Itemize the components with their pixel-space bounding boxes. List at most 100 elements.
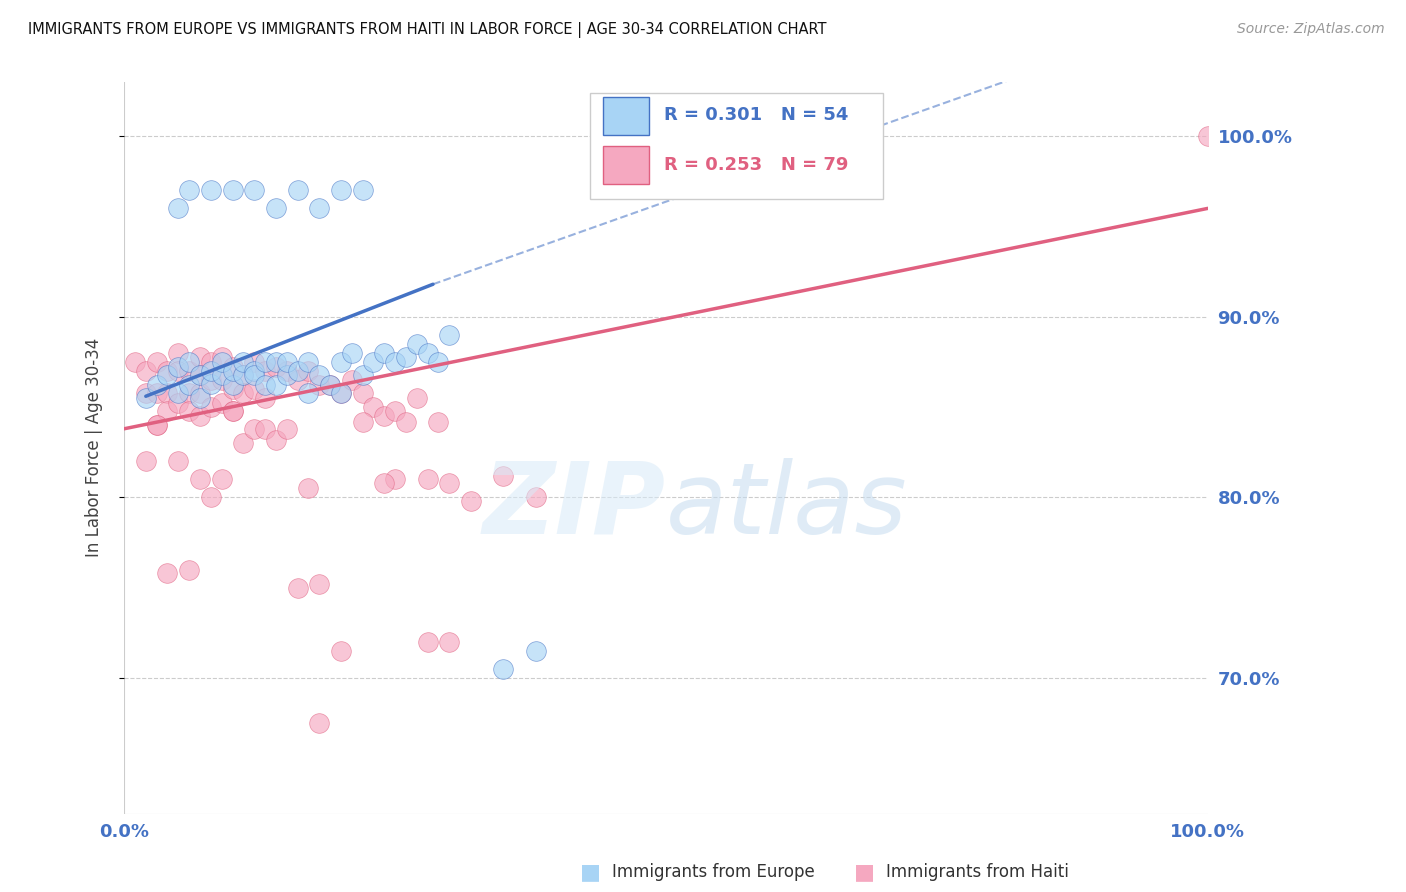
Point — [384, 403, 406, 417]
Point — [264, 355, 287, 369]
Point — [329, 355, 352, 369]
Point — [329, 385, 352, 400]
Point — [211, 355, 233, 369]
Point — [352, 183, 374, 197]
Point — [460, 494, 482, 508]
Point — [188, 391, 211, 405]
Point — [167, 364, 190, 378]
Point — [200, 400, 222, 414]
Point — [287, 183, 309, 197]
Point — [373, 346, 395, 360]
Point — [211, 396, 233, 410]
Point — [145, 355, 167, 369]
Point — [188, 368, 211, 382]
FancyBboxPatch shape — [603, 97, 648, 136]
Point — [329, 385, 352, 400]
Point — [340, 346, 363, 360]
Point — [297, 385, 319, 400]
Point — [253, 422, 276, 436]
Point — [243, 422, 266, 436]
FancyBboxPatch shape — [591, 93, 883, 199]
Point — [156, 364, 179, 378]
Point — [232, 368, 254, 382]
Point — [319, 378, 342, 392]
Point — [167, 346, 190, 360]
Point — [243, 382, 266, 396]
Point — [319, 378, 342, 392]
Point — [135, 391, 157, 405]
Point — [179, 563, 201, 577]
Point — [427, 355, 450, 369]
Point — [179, 403, 201, 417]
Point — [329, 644, 352, 658]
Point — [253, 391, 276, 405]
Point — [439, 635, 461, 649]
Point — [373, 409, 395, 424]
Text: ■: ■ — [855, 863, 875, 882]
Text: Source: ZipAtlas.com: Source: ZipAtlas.com — [1237, 22, 1385, 37]
Point — [492, 662, 515, 676]
Point — [264, 378, 287, 392]
Point — [524, 491, 547, 505]
Point — [405, 336, 427, 351]
Point — [221, 360, 243, 375]
Point — [405, 391, 427, 405]
Point — [188, 385, 211, 400]
Point — [135, 385, 157, 400]
Point — [439, 475, 461, 490]
Point — [156, 385, 179, 400]
Point — [179, 355, 201, 369]
Point — [373, 475, 395, 490]
Point — [308, 202, 330, 216]
Point — [276, 422, 298, 436]
Point — [211, 472, 233, 486]
Point — [145, 418, 167, 433]
Point — [179, 385, 201, 400]
Point — [221, 378, 243, 392]
Point — [264, 202, 287, 216]
Point — [287, 581, 309, 595]
Point — [416, 472, 439, 486]
Point — [384, 472, 406, 486]
Point — [200, 355, 222, 369]
Point — [232, 355, 254, 369]
FancyBboxPatch shape — [603, 146, 648, 185]
Point — [156, 566, 179, 581]
Point — [179, 183, 201, 197]
Text: atlas: atlas — [666, 458, 908, 555]
Point — [308, 577, 330, 591]
Point — [200, 183, 222, 197]
Point — [232, 436, 254, 450]
Point — [145, 385, 167, 400]
Point — [211, 373, 233, 387]
Point — [221, 183, 243, 197]
Y-axis label: In Labor Force | Age 30-34: In Labor Force | Age 30-34 — [86, 338, 103, 558]
Point — [297, 482, 319, 496]
Point — [308, 378, 330, 392]
Point — [243, 368, 266, 382]
Point — [188, 350, 211, 364]
Text: R = 0.301   N = 54: R = 0.301 N = 54 — [664, 106, 848, 124]
Point — [363, 400, 385, 414]
Point — [145, 418, 167, 433]
Point — [243, 364, 266, 378]
Point — [179, 364, 201, 378]
Text: ZIP: ZIP — [484, 458, 666, 555]
Point — [264, 433, 287, 447]
Point — [352, 385, 374, 400]
Point — [253, 355, 276, 369]
Point — [179, 378, 201, 392]
Point — [167, 385, 190, 400]
Point — [135, 454, 157, 468]
Point — [416, 346, 439, 360]
Text: Immigrants from Europe: Immigrants from Europe — [612, 863, 814, 881]
Point — [524, 644, 547, 658]
Text: Immigrants from Haiti: Immigrants from Haiti — [886, 863, 1069, 881]
Point — [124, 355, 146, 369]
Point — [276, 355, 298, 369]
Point — [167, 360, 190, 375]
Text: ■: ■ — [581, 863, 600, 882]
Point — [221, 364, 243, 378]
Point — [232, 368, 254, 382]
Point — [308, 716, 330, 731]
